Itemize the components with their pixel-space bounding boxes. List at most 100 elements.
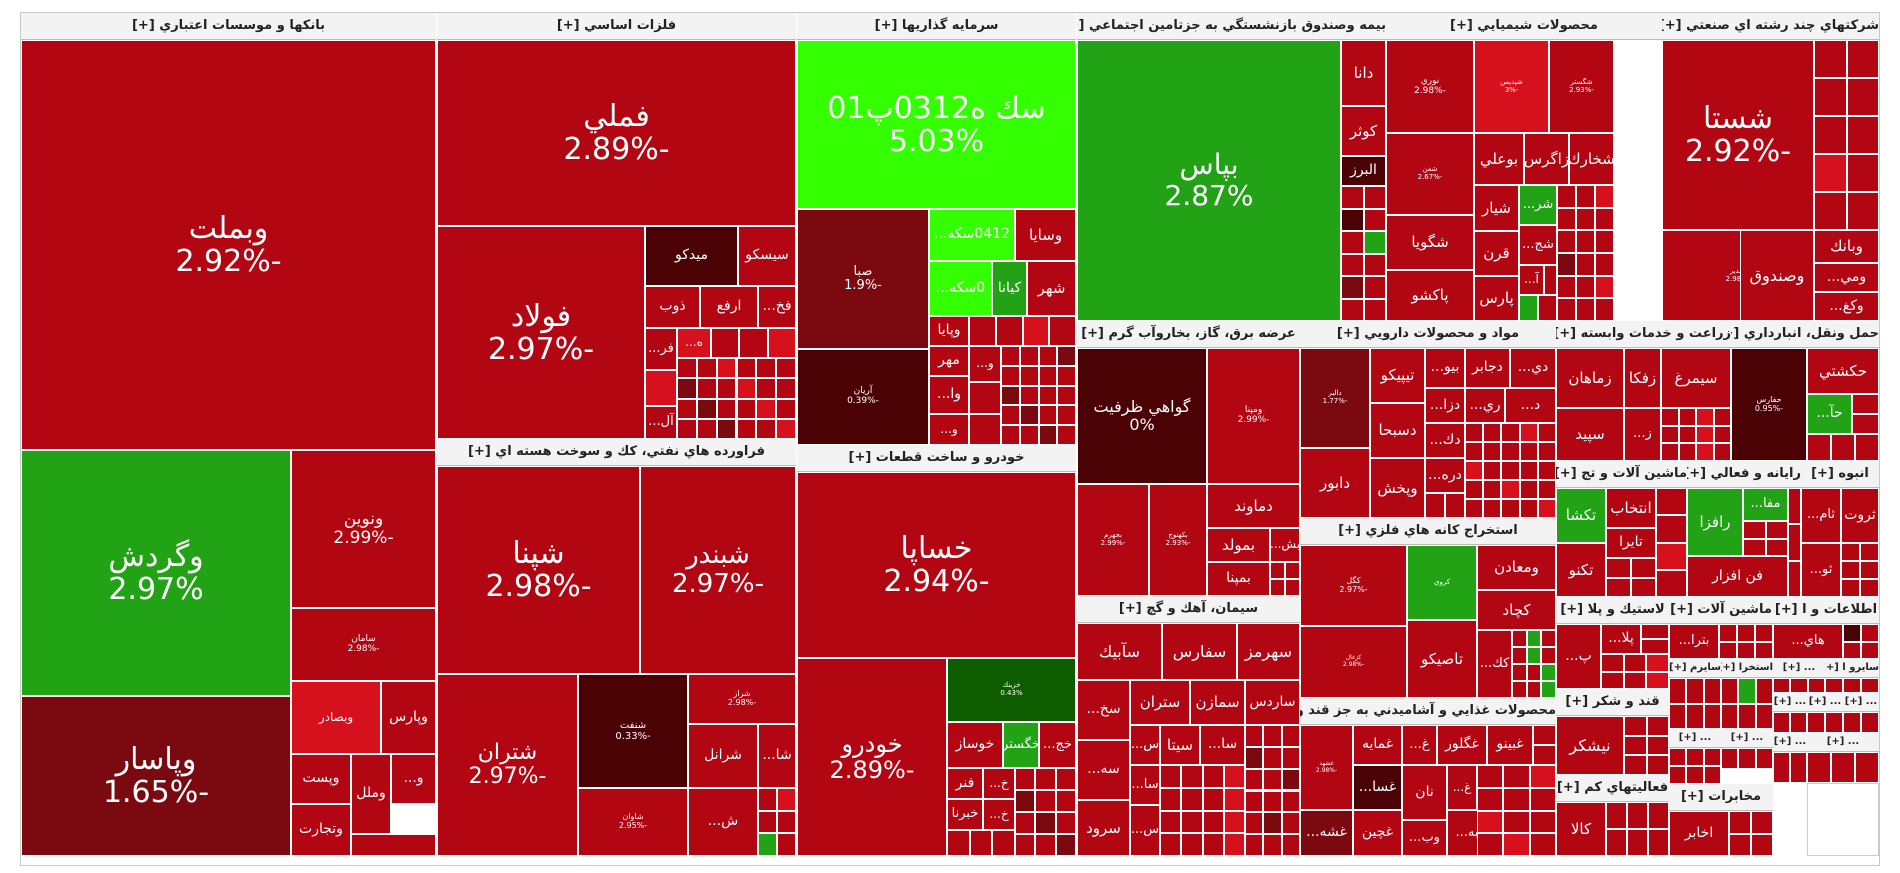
minor-stock-tile[interactable] (1519, 499, 1538, 518)
minor-stock-tile[interactable] (1576, 275, 1595, 299)
stock-tile[interactable]: خوساز (947, 722, 1003, 768)
stock-tile[interactable]: ومپنا -2.99% (1207, 348, 1300, 484)
minor-stock-tile[interactable] (1263, 768, 1282, 791)
minor-stock-tile[interactable] (1270, 562, 1285, 579)
stock-tile[interactable]: وملل (351, 754, 391, 834)
minor-stock-tile[interactable] (1245, 768, 1264, 791)
minor-stock-tile[interactable] (1641, 624, 1669, 639)
stock-tile[interactable]: ونوين -2.99% (291, 450, 436, 608)
minor-stock-tile[interactable] (1503, 833, 1530, 856)
minor-stock-tile[interactable] (1719, 624, 1737, 642)
minor-stock-tile[interactable] (1512, 664, 1527, 681)
minor-stock-tile[interactable] (1861, 641, 1879, 659)
minor-stock-tile[interactable] (1057, 365, 1076, 386)
sector-header-info[interactable]: اطلاعات و ا [+] (1773, 597, 1879, 624)
stock-tile[interactable]: شپديس -3% (1474, 40, 1549, 133)
minor-stock-tile[interactable] (1686, 703, 1704, 729)
stock-tile[interactable]: شيار (1474, 185, 1519, 231)
minor-stock-tile[interactable] (1743, 521, 1766, 539)
minor-stock-tile[interactable] (1519, 423, 1538, 442)
stock-tile[interactable]: ز... (1624, 408, 1661, 461)
sector-header-misc[interactable]: فعاليتهاي كم [+] (1556, 775, 1669, 802)
minor-stock-tile[interactable] (736, 358, 757, 379)
minor-stock-tile[interactable] (1601, 654, 1624, 672)
minor-stock-tile[interactable] (1035, 790, 1056, 812)
minor-stock-tile[interactable] (696, 358, 717, 379)
sector-header-rubber[interactable]: لاستيك و پلا [+] (1556, 597, 1669, 624)
minor-stock-tile[interactable] (1363, 276, 1386, 299)
sector-header-small[interactable]: ... [+] (1669, 729, 1721, 748)
minor-stock-tile[interactable] (1512, 681, 1527, 698)
minor-stock-tile[interactable] (1263, 725, 1282, 747)
minor-stock-tile[interactable] (1678, 443, 1696, 461)
minor-stock-tile[interactable] (1537, 461, 1556, 480)
minor-stock-tile[interactable] (1646, 735, 1669, 756)
minor-stock-tile[interactable] (1465, 461, 1484, 480)
stock-tile[interactable]: و... (391, 754, 436, 804)
stock-tile[interactable]: شتران -2.97% (437, 674, 578, 856)
stock-tile[interactable]: فولاد -2.97% (437, 226, 645, 439)
stock-tile[interactable]: ثو... (1801, 543, 1841, 597)
stock-tile[interactable]: سرود (1077, 800, 1130, 856)
stock-tile[interactable]: مفا... (1743, 488, 1788, 521)
minor-stock-tile[interactable] (1057, 385, 1076, 406)
minor-stock-tile[interactable] (1846, 78, 1879, 116)
minor-stock-tile[interactable] (1363, 298, 1386, 321)
stock-tile[interactable]: شبندر -2.97% (640, 466, 796, 674)
minor-stock-tile[interactable] (1703, 703, 1721, 729)
minor-stock-tile[interactable] (1529, 810, 1556, 834)
minor-stock-tile[interactable] (1678, 408, 1696, 426)
stock-tile[interactable]: شنفت -0.33% (578, 674, 688, 788)
stock-tile[interactable]: ستران (1130, 680, 1190, 725)
stock-tile[interactable]: بكهنوج -2.93% (1149, 484, 1207, 596)
minor-stock-tile[interactable] (1576, 230, 1595, 253)
sector-header-small[interactable]: ... [+] (1773, 733, 1807, 752)
minor-stock-tile[interactable] (1624, 755, 1647, 775)
minor-stock-tile[interactable] (1341, 186, 1364, 209)
minor-stock-tile[interactable] (1019, 425, 1039, 445)
minor-stock-tile[interactable] (1001, 425, 1020, 445)
minor-stock-tile[interactable] (1814, 192, 1847, 230)
sector-header-small[interactable]: ... [+] (1721, 729, 1773, 748)
minor-stock-tile[interactable] (696, 418, 717, 439)
minor-stock-tile[interactable] (1737, 641, 1755, 659)
minor-stock-tile[interactable] (1465, 423, 1484, 442)
minor-stock-tile[interactable] (1696, 425, 1714, 444)
minor-stock-tile[interactable] (1533, 725, 1556, 745)
minor-stock-tile[interactable] (1678, 425, 1696, 444)
minor-stock-tile[interactable] (1055, 834, 1076, 856)
stock-tile[interactable]: نوري -2.98% (1386, 40, 1474, 133)
minor-stock-tile[interactable] (1861, 678, 1879, 693)
minor-stock-tile[interactable] (1807, 783, 1879, 856)
minor-stock-tile[interactable] (1841, 561, 1860, 579)
stock-tile[interactable]: شفن -2.67% (1386, 133, 1474, 215)
stock-tile[interactable]: بترا... (1669, 624, 1719, 659)
minor-stock-tile[interactable] (1860, 561, 1879, 579)
minor-stock-tile[interactable] (1751, 811, 1773, 834)
minor-stock-tile[interactable] (1202, 765, 1224, 788)
minor-stock-tile[interactable] (716, 398, 737, 419)
minor-stock-tile[interactable] (1661, 408, 1679, 426)
stock-tile[interactable]: فر... (645, 328, 677, 370)
minor-stock-tile[interactable] (1049, 316, 1076, 346)
minor-stock-tile[interactable] (1501, 442, 1520, 461)
minor-stock-tile[interactable] (1001, 346, 1020, 366)
minor-stock-tile[interactable] (1202, 833, 1224, 856)
minor-stock-tile[interactable] (1541, 647, 1556, 664)
sector-header-mass[interactable]: انبوه [+] (1801, 461, 1879, 488)
minor-stock-tile[interactable] (1646, 716, 1669, 736)
minor-stock-tile[interactable] (1807, 712, 1825, 733)
minor-stock-tile[interactable] (736, 398, 757, 419)
minor-stock-tile[interactable] (969, 316, 996, 346)
minor-stock-tile[interactable] (1737, 624, 1755, 642)
stock-tile[interactable]: بپاس 2.87% (1077, 40, 1341, 321)
minor-stock-tile[interactable] (1160, 833, 1182, 856)
stock-tile[interactable]: سيسكو (738, 226, 796, 286)
minor-stock-tile[interactable] (1843, 641, 1861, 659)
minor-stock-tile[interactable] (1846, 116, 1879, 154)
minor-stock-tile[interactable] (1223, 787, 1245, 811)
sector-header-food[interactable]: محصولات غذايي و آشاميدني به جز قند و [+] (1300, 698, 1556, 725)
minor-stock-tile[interactable] (1477, 810, 1504, 834)
minor-stock-tile[interactable] (1223, 810, 1245, 834)
minor-stock-tile[interactable] (1557, 298, 1576, 321)
